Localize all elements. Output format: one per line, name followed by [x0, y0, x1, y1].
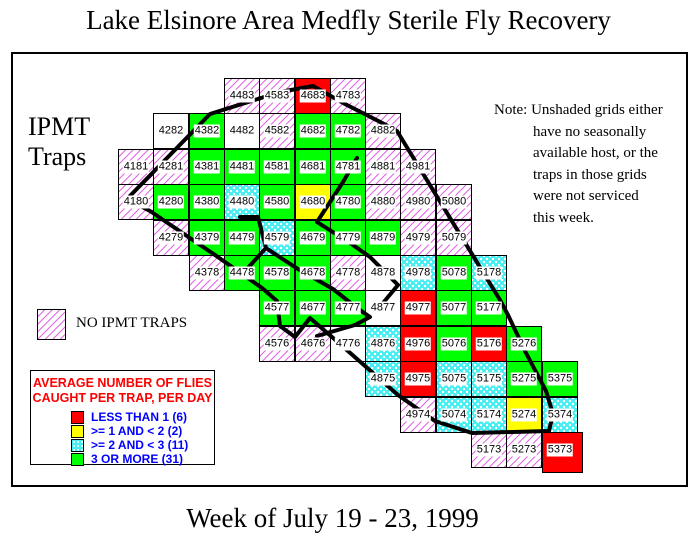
ipmt-traps-label-line1: IPMT [28, 112, 91, 141]
ipmt-traps-label: IPMT Traps [28, 112, 90, 172]
legend-item-label: 3 OR MORE (31) [91, 452, 184, 466]
note-line: traps in those grids [533, 166, 647, 183]
legend-swatch-green [71, 452, 84, 466]
flies-legend-items: LESS THAN 1 (6) >= 1 AND < 2 (2) >= 2 AN… [71, 410, 214, 466]
flies-legend-title-line2: CAUGHT PER TRAP, PER DAY [32, 391, 213, 405]
legend-item-label: LESS THAN 1 (6) [91, 410, 188, 424]
legend-item-3-or-more: 3 OR MORE (31) [71, 452, 214, 466]
legend-item-2-to-3: >= 2 AND < 3 (11) [71, 438, 214, 452]
legend-item-label: >= 1 AND < 2 (2) [91, 424, 183, 438]
note-text: Note: Unshaded grids either have no seas… [494, 100, 663, 229]
ipmt-traps-label-line2: Traps [28, 142, 87, 171]
note-line: were not serviced [533, 188, 639, 204]
legend-swatch-red [71, 410, 84, 424]
note-line: this week. [533, 209, 594, 226]
flies-legend-box: AVERAGE NUMBER OF FLIES CAUGHT PER TRAP,… [30, 370, 215, 466]
flies-legend-title-line1: AVERAGE NUMBER OF FLIES [33, 376, 212, 390]
no-ipmt-traps-label: NO IPMT TRAPS [76, 315, 188, 331]
no-ipmt-traps-swatch [37, 309, 66, 340]
legend-swatch-yellow [71, 424, 84, 438]
legend-item-less-than-1: LESS THAN 1 (6) [71, 410, 214, 424]
legend-item-label: >= 2 AND < 3 (11) [91, 438, 189, 452]
note-line: Note: Unshaded grids either [494, 102, 663, 118]
legend-item-1-to-2: >= 1 AND < 2 (2) [71, 424, 214, 438]
legend-swatch-blue-dotted [71, 438, 84, 452]
note-line: available host, or the [533, 145, 658, 161]
page-title: Lake Elsinore Area Medfly Sterile Fly Re… [86, 5, 611, 35]
note-line: have no seasonally [533, 123, 647, 140]
week-caption: Week of July 19 - 23, 1999 [186, 503, 479, 533]
